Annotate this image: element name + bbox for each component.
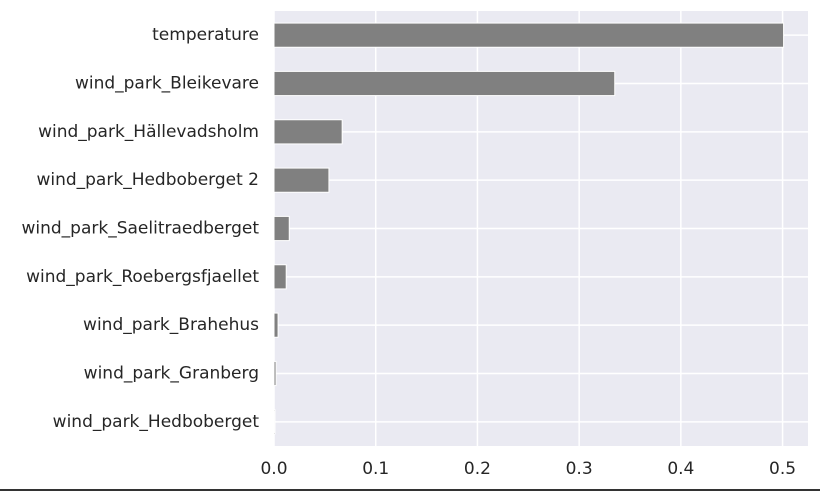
bar xyxy=(273,215,290,242)
category-label: wind_park_Hedboberget 2 xyxy=(36,170,259,190)
bottom-border xyxy=(0,489,820,491)
category-label: wind_park_Hedboberget xyxy=(53,412,260,432)
bar xyxy=(273,264,287,290)
x-tick-label: 0.5 xyxy=(769,459,796,479)
bars xyxy=(273,22,785,435)
category-labels: temperature wind_park_Bleikevare wind_park… xyxy=(21,25,259,432)
bar xyxy=(273,167,330,193)
bar xyxy=(273,22,785,48)
category-label: temperature xyxy=(152,25,259,45)
category-label: wind_park_Granberg xyxy=(84,364,259,384)
x-tick-label: 0.0 xyxy=(260,459,287,479)
category-label: wind_park_Hällevadsholm xyxy=(38,122,259,142)
category-label: wind_park_Brahehus xyxy=(83,315,259,335)
bar xyxy=(273,409,276,435)
category-label: wind_park_Roebergsfjaellet xyxy=(26,267,259,287)
x-tick-label: 0.1 xyxy=(362,459,389,479)
x-tick-label: 0.3 xyxy=(566,459,593,479)
bar xyxy=(273,312,279,338)
bar xyxy=(273,119,343,145)
bar xyxy=(273,70,616,97)
bar xyxy=(273,360,277,387)
x-tick-label: 0.2 xyxy=(464,459,491,479)
category-label: wind_park_Saelitraedberget xyxy=(21,219,259,239)
x-tick-label: 0.4 xyxy=(667,459,694,479)
category-label: wind_park_Bleikevare xyxy=(75,74,259,94)
x-tick-labels: 0.0 0.1 0.2 0.3 0.4 0.5 xyxy=(260,459,796,479)
